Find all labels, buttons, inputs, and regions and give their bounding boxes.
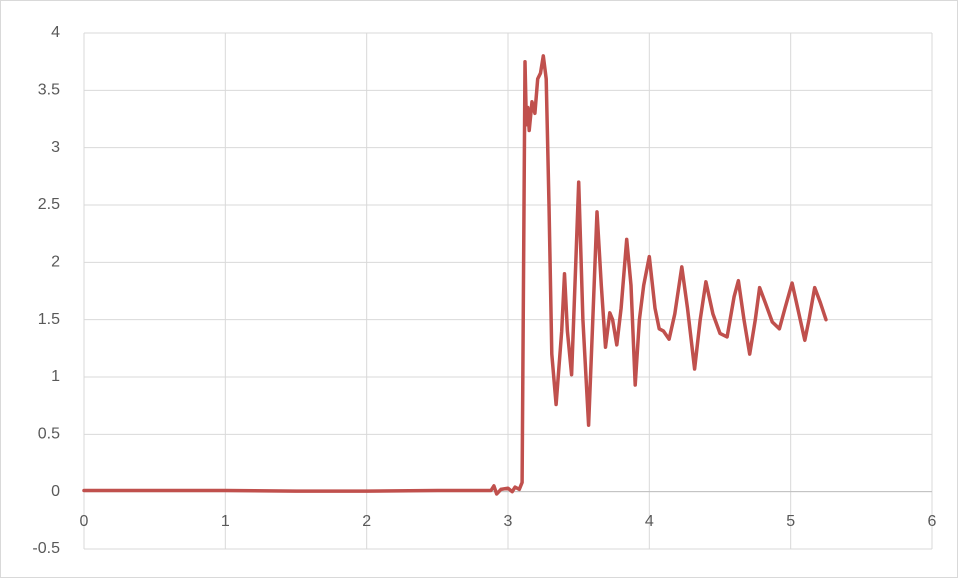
x-tick-label: 1: [221, 513, 230, 530]
y-tick-label: 4: [51, 24, 60, 41]
y-tick-label: 0: [51, 483, 60, 500]
y-tick-label: 3: [51, 139, 60, 156]
y-tick-label: 2.5: [38, 196, 60, 213]
y-tick-label: 1: [51, 368, 60, 385]
y-tick-label: 3.5: [38, 82, 60, 99]
y-tick-label: 0.5: [38, 426, 60, 443]
x-tick-label: 5: [786, 513, 795, 530]
x-tick-label: 6: [928, 513, 937, 530]
x-tick-label: 2: [362, 513, 371, 530]
y-tick-label: -0.5: [32, 540, 60, 557]
y-tick-label: 2: [51, 254, 60, 271]
y-tick-label: 1.5: [38, 311, 60, 328]
x-tick-label: 4: [645, 513, 654, 530]
x-tick-label: 3: [504, 513, 513, 530]
x-tick-label: 0: [80, 513, 89, 530]
data-line: [82, 54, 828, 496]
